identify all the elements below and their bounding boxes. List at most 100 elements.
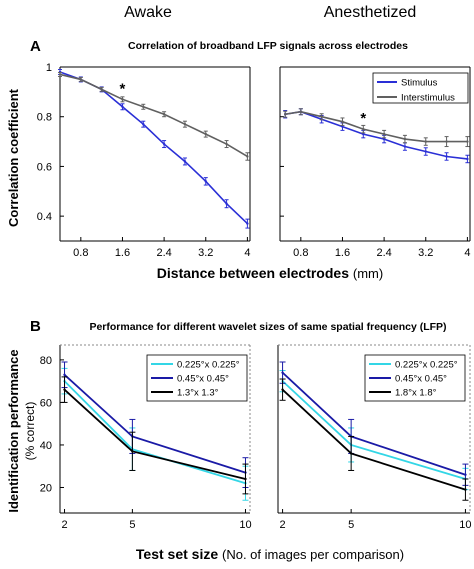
y-tick-label: 0.6 xyxy=(37,161,52,173)
data-point xyxy=(320,115,323,118)
panel-b-xlabel: Test set size (No. of images per compari… xyxy=(136,546,404,562)
y-tick-label: 20 xyxy=(40,482,52,494)
series-1.8°x 1.8° xyxy=(279,378,469,501)
data-point xyxy=(58,73,62,76)
data-point xyxy=(204,180,207,183)
x-tick-label: 0.8 xyxy=(293,247,308,259)
data-point xyxy=(464,488,467,491)
series-line xyxy=(63,388,246,480)
data-point xyxy=(424,140,427,143)
data-point xyxy=(284,113,287,116)
panel-a-letter: A xyxy=(30,38,41,55)
data-point xyxy=(466,140,469,143)
data-point xyxy=(445,155,448,158)
data-point xyxy=(341,125,344,128)
legend-label: 0.225°x 0.225° xyxy=(395,360,458,371)
legend-label: 0.225°x 0.225° xyxy=(177,360,240,371)
panel-a-xlabel-main: Distance between electrodes xyxy=(157,265,349,281)
data-point xyxy=(445,140,448,143)
legend: 0.225°x 0.225° 0.45°x 0.45° 1.3°x 1.3° xyxy=(146,354,248,402)
y-tick-label: 0.4 xyxy=(37,211,52,223)
x-tick-label: 2 xyxy=(280,519,286,531)
significance-marker: * xyxy=(360,110,366,127)
data-point xyxy=(382,137,386,141)
data-point xyxy=(142,105,145,108)
panel-a-ylabel: Correlation coefficient xyxy=(6,88,21,227)
legend-label: Interstimulus xyxy=(401,93,455,104)
x-tick-label: 2 xyxy=(61,519,67,531)
x-tick-label: 4 xyxy=(244,247,250,259)
series-1.3°x 1.3° xyxy=(61,376,249,495)
data-point xyxy=(403,145,407,148)
chart-a-awake: 0.8 1.6 2.4 3.2 4 0.4 0.6 0.8 1 * xyxy=(37,62,251,259)
data-point xyxy=(246,222,249,225)
panel-b-letter: B xyxy=(30,318,41,335)
data-point xyxy=(63,373,66,376)
data-point xyxy=(63,388,66,391)
data-point xyxy=(121,105,124,108)
data-point xyxy=(183,160,187,163)
data-point xyxy=(382,132,386,136)
x-tick-label: 3.2 xyxy=(418,247,433,259)
chart-b-awake: 2 5 10 20 40 60 80 0.225°x 0.225° 0.45°x 0.45° 1.… xyxy=(40,344,252,531)
data-point xyxy=(362,127,365,131)
x-tick-label: 10 xyxy=(459,519,471,531)
data-point xyxy=(142,122,145,126)
header-anesthetized: Anesthetized xyxy=(324,4,417,21)
data-point xyxy=(281,371,284,374)
panel-b-xlabel-unit: (No. of images per comparison) xyxy=(222,547,404,562)
x-tick-label: 3.2 xyxy=(198,247,213,259)
series-line xyxy=(285,110,468,143)
legend: Stimulus Interstimulus xyxy=(372,72,469,104)
header-awake: Awake xyxy=(124,4,172,21)
x-tick-label: 2.4 xyxy=(376,247,391,259)
x-tick-label: 1.6 xyxy=(335,247,350,259)
y-tick-label: 0.8 xyxy=(37,112,52,124)
y-tick-label: 60 xyxy=(40,397,52,409)
x-tick-label: 1.6 xyxy=(115,247,130,259)
x-tick-label: 4 xyxy=(464,247,470,259)
chart-a-anesthetized: 0.8 1.6 2.4 3.2 4 * Stimulus Interstimulus xyxy=(279,66,471,259)
data-point xyxy=(464,473,467,476)
x-tick-label: 0.8 xyxy=(73,247,88,259)
panel-b-ylabel-unit: (% correct) xyxy=(23,402,37,461)
data-point xyxy=(162,113,166,116)
series-Stimulus xyxy=(283,108,470,164)
y-tick-label: 40 xyxy=(40,440,52,452)
series-line xyxy=(281,388,466,491)
data-point xyxy=(424,150,427,153)
data-point xyxy=(204,132,207,136)
series-Stimulus xyxy=(58,68,250,229)
y-tick-label: 80 xyxy=(40,355,52,367)
legend-label: 1.8°x 1.8° xyxy=(395,388,437,399)
data-point xyxy=(225,142,228,146)
data-point xyxy=(100,88,103,91)
panel-a-xlabel: Distance between electrodes (mm) xyxy=(157,265,383,281)
legend-label: 0.45°x 0.45° xyxy=(177,374,229,385)
chart-b-anesthetized: 2 5 10 0.225°x 0.225° 0.45°x 0.45° 1.8°x 1.8° xyxy=(277,344,472,531)
data-point xyxy=(281,388,284,391)
legend-label: Stimulus xyxy=(401,78,438,89)
data-point xyxy=(244,477,247,481)
panel-a-xlabel-unit: (mm) xyxy=(353,266,383,281)
data-point xyxy=(162,142,166,146)
data-point xyxy=(121,98,124,101)
significance-marker: * xyxy=(120,80,126,97)
plots: 0.8 1.6 2.4 3.2 4 0.4 0.6 0.8 1 * 0.8 1.6 2.4 3.2 4 * St… xyxy=(37,62,472,531)
data-point xyxy=(299,110,303,113)
data-point xyxy=(341,120,344,123)
legend: 0.225°x 0.225° 0.45°x 0.45° 1.8°x 1.8° xyxy=(364,354,466,402)
x-tick-label: 2.4 xyxy=(156,247,171,259)
series-Interstimulus xyxy=(283,108,470,148)
panel-b-xlabel-main: Test set size xyxy=(136,546,218,562)
data-point xyxy=(362,132,365,136)
data-point xyxy=(131,450,134,453)
x-tick-label: 5 xyxy=(129,519,135,531)
data-point xyxy=(403,137,407,141)
panel-b-ylabel: Identification performance xyxy=(6,349,21,512)
data-point xyxy=(246,155,249,158)
data-point xyxy=(183,122,187,126)
series-Interstimulus xyxy=(58,71,250,161)
data-point xyxy=(79,78,83,81)
series-line xyxy=(285,110,468,160)
